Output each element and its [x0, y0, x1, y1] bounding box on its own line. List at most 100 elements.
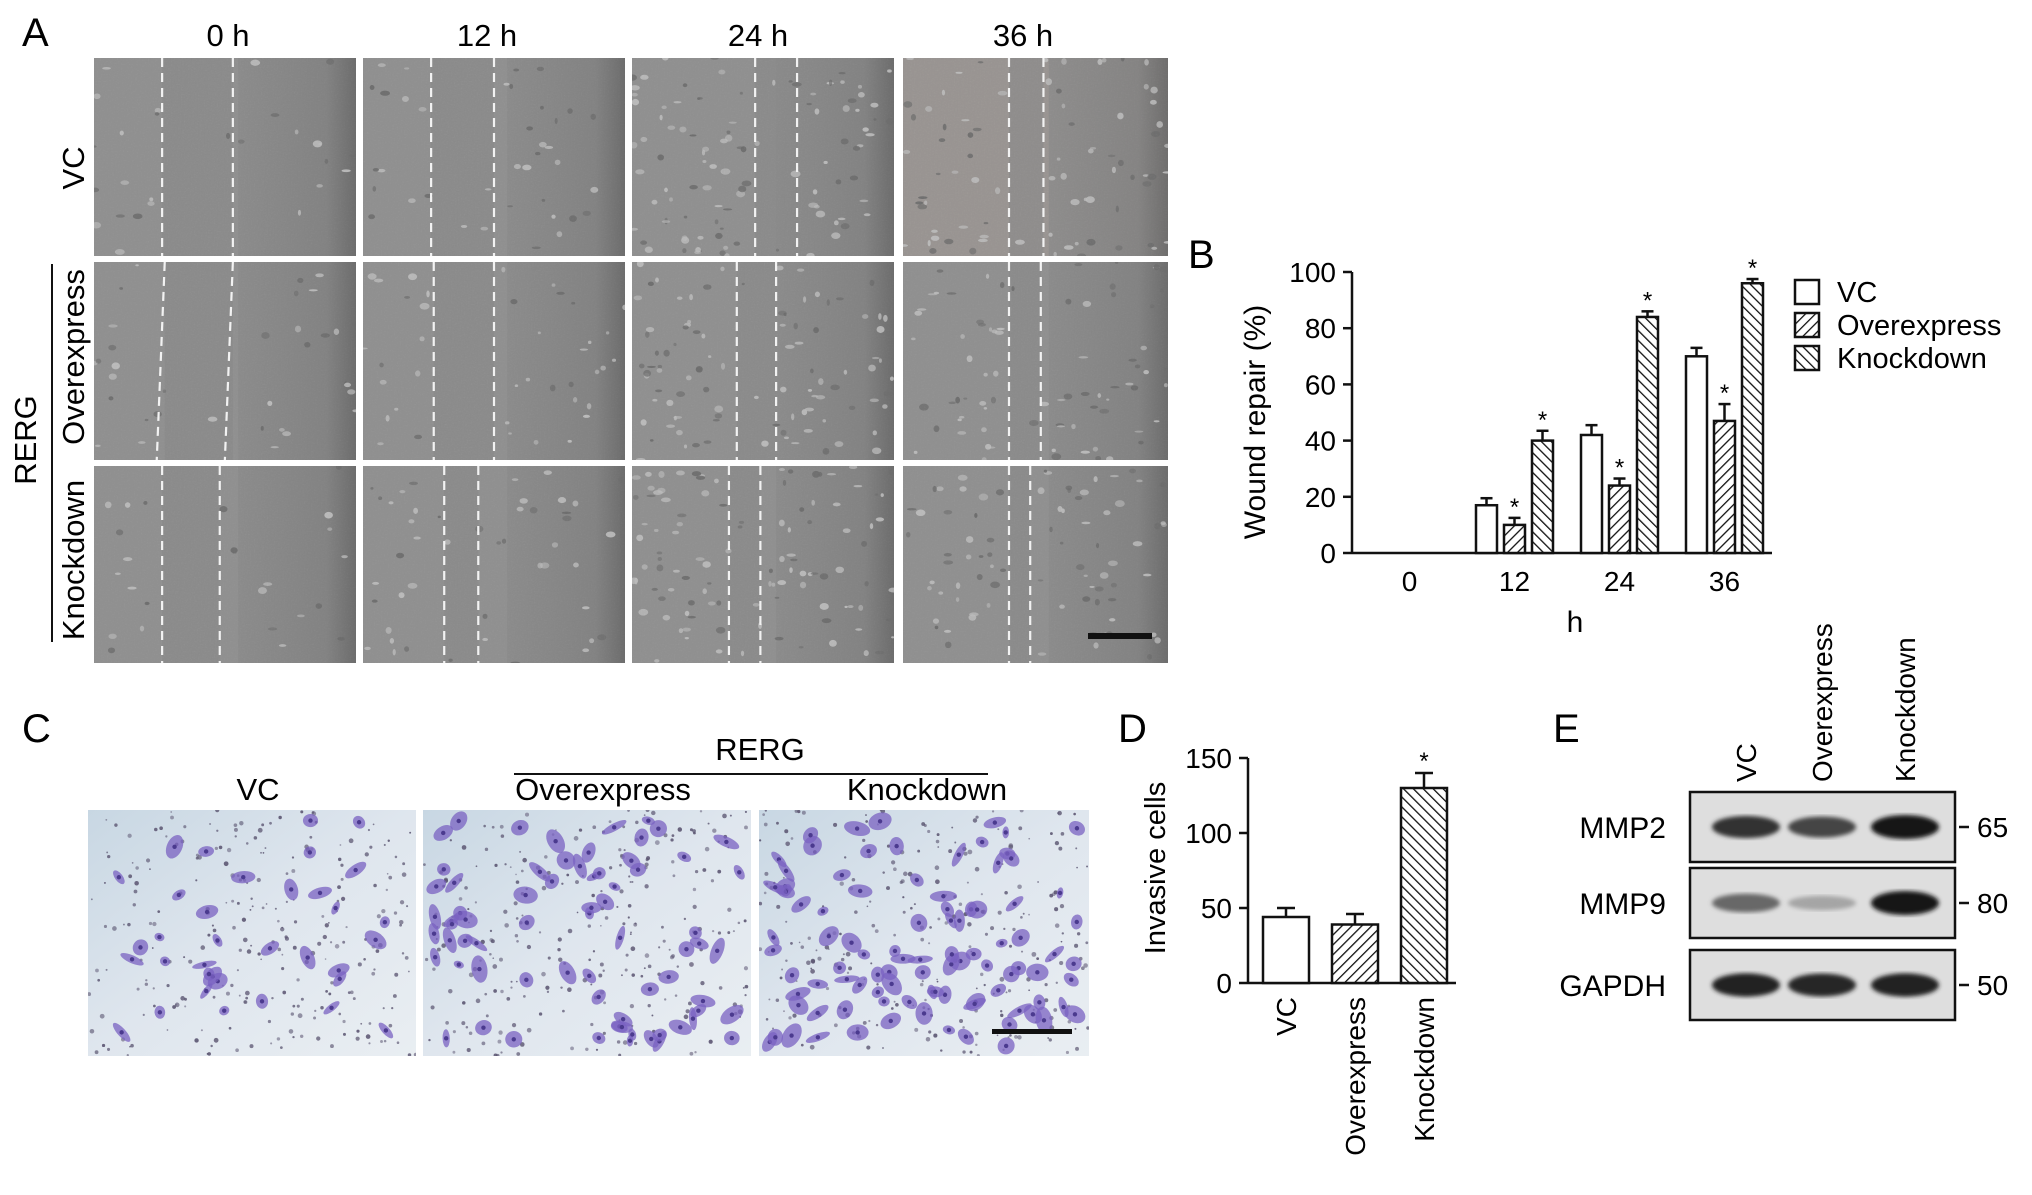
membrane-pore — [500, 989, 504, 994]
invaded-cell-nucleus — [866, 848, 871, 854]
membrane-pore — [651, 810, 656, 816]
scratch-image-content — [903, 262, 1168, 460]
membrane-pore — [506, 996, 511, 1001]
membrane-pore — [394, 972, 399, 977]
membrane-pore — [1048, 1038, 1052, 1042]
blot-lane-label: Overexpress — [1807, 623, 1838, 782]
invaded-cell-nucleus — [1041, 1018, 1047, 1023]
invaded-cell-nucleus — [888, 1018, 893, 1024]
membrane-pore — [674, 994, 678, 997]
membrane-pore — [1083, 963, 1088, 968]
membrane-pore — [436, 947, 441, 952]
blot-band — [1871, 891, 1939, 915]
membrane-pore — [1075, 847, 1078, 850]
invaded-cell-nucleus — [382, 919, 388, 925]
membrane-pore — [317, 941, 322, 946]
membrane-pore — [391, 1007, 394, 1010]
membrane-pore — [212, 995, 216, 999]
membrane-pore — [936, 833, 940, 837]
membrane-pore — [383, 1039, 387, 1043]
membrane-pore — [342, 940, 346, 944]
membrane-pore — [200, 945, 206, 950]
membrane-pore — [484, 992, 488, 996]
membrane-pore — [687, 1001, 692, 1006]
chart-b-bar — [1579, 433, 1604, 555]
membrane-pore — [261, 906, 265, 910]
invaded-cell-nucleus — [948, 918, 954, 923]
membrane-pore — [595, 1048, 599, 1051]
membrane-pore — [324, 923, 329, 928]
membrane-pore — [670, 838, 674, 842]
invaded-cell-nucleus — [920, 970, 925, 975]
membrane-pore — [314, 1009, 317, 1013]
membrane-pore — [277, 919, 280, 923]
membrane-pore — [228, 1026, 232, 1030]
membrane-pore — [934, 865, 940, 870]
membrane-pore — [183, 825, 187, 829]
membrane-pore — [784, 829, 789, 834]
invaded-cell-nucleus — [907, 999, 912, 1005]
invaded-cell-nucleus — [202, 962, 207, 967]
invaded-cell-nucleus — [855, 1030, 860, 1035]
membrane-pore — [464, 886, 468, 890]
membrane-pore — [718, 986, 723, 990]
membrane-pore — [810, 958, 816, 964]
membrane-pore — [622, 1040, 628, 1045]
membrane-pore — [131, 862, 134, 864]
invaded-cell-nucleus — [462, 938, 468, 943]
membrane-pore — [136, 987, 140, 991]
membrane-pore — [489, 938, 494, 942]
membrane-pore — [195, 853, 200, 857]
membrane-pore — [936, 978, 938, 981]
membrane-pore — [1000, 1013, 1004, 1018]
invaded-cell-nucleus — [877, 819, 883, 824]
membrane-pore — [207, 933, 211, 937]
membrane-pore — [249, 1044, 254, 1049]
invaded-cell-nucleus — [456, 962, 462, 967]
membrane-pore — [689, 828, 693, 832]
membrane-pore — [983, 983, 986, 987]
invaded-cell-nucleus — [629, 858, 634, 863]
membrane-pore — [216, 829, 219, 832]
membrane-pore — [798, 941, 801, 944]
invaded-cell-nucleus — [586, 850, 591, 855]
invaded-cell-nucleus — [996, 988, 1001, 993]
invaded-cell-nucleus — [463, 917, 468, 922]
invaded-cell-nucleus — [1030, 1012, 1036, 1017]
invaded-cell-nucleus — [596, 994, 601, 1000]
invaded-cell-nucleus — [1071, 961, 1076, 967]
invaded-cell-nucleus — [577, 863, 583, 869]
blot-protein-label: MMP9 — [1579, 888, 1666, 921]
invaded-cell-nucleus — [204, 988, 209, 994]
chart-d-ytick-label: 100 — [1185, 818, 1232, 849]
membrane-pore — [590, 983, 593, 986]
invaded-cell-nucleus — [620, 1016, 626, 1022]
membrane-pore — [651, 1014, 654, 1017]
invaded-cell-nucleus — [941, 894, 946, 899]
membrane-pore — [567, 928, 573, 934]
membrane-pore — [1054, 923, 1060, 928]
membrane-pore — [592, 950, 596, 953]
membrane-pore — [1085, 941, 1089, 945]
membrane-pore — [672, 874, 676, 878]
membrane-pore — [368, 1042, 371, 1045]
membrane-pore — [342, 1019, 346, 1024]
membrane-pore — [833, 1023, 838, 1028]
membrane-pore — [768, 998, 771, 1001]
membrane-pore — [350, 990, 354, 995]
membrane-pore — [671, 860, 675, 864]
membrane-pore — [928, 942, 931, 945]
membrane-pore — [668, 948, 671, 951]
membrane-pore — [172, 1005, 176, 1009]
membrane-pore — [485, 1014, 489, 1018]
membrane-pore — [645, 810, 650, 812]
invaded-cell-nucleus — [854, 826, 860, 831]
membrane-pore — [375, 949, 380, 953]
rerg-group-label: RERG — [8, 395, 43, 485]
invaded-cell-nucleus — [842, 1007, 848, 1012]
scratch-grain — [903, 58, 1168, 256]
legend-swatch-vc — [1793, 278, 1821, 306]
membrane-pore — [603, 1001, 607, 1005]
membrane-pore — [106, 851, 109, 854]
membrane-pore — [474, 901, 477, 904]
